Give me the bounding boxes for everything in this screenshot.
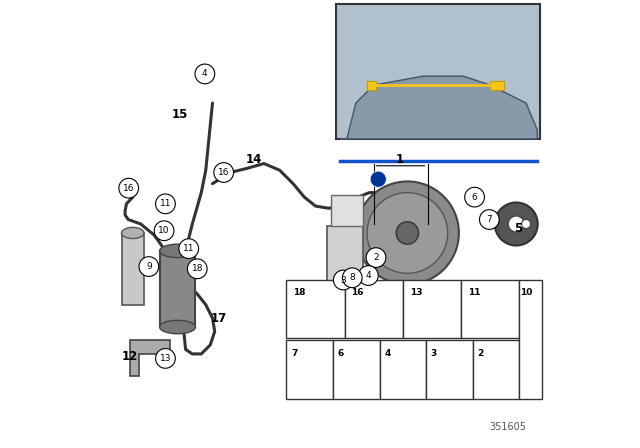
Ellipse shape <box>159 244 195 258</box>
Bar <box>426 340 473 399</box>
Text: 4: 4 <box>202 69 207 78</box>
Circle shape <box>214 163 234 182</box>
Polygon shape <box>490 81 504 90</box>
Ellipse shape <box>122 228 144 238</box>
Circle shape <box>479 210 499 229</box>
Bar <box>332 195 362 226</box>
Bar <box>380 340 426 399</box>
Text: 9: 9 <box>146 262 152 271</box>
Bar <box>461 280 520 338</box>
Text: 16: 16 <box>123 184 134 193</box>
Circle shape <box>188 259 207 279</box>
Text: 2: 2 <box>477 349 483 358</box>
Circle shape <box>508 216 524 232</box>
FancyBboxPatch shape <box>336 4 540 139</box>
Bar <box>333 340 380 399</box>
Polygon shape <box>340 76 538 139</box>
Text: 7: 7 <box>291 349 297 358</box>
Text: 8: 8 <box>349 273 355 282</box>
Circle shape <box>367 193 448 273</box>
Ellipse shape <box>159 320 195 334</box>
Text: 3: 3 <box>340 276 346 284</box>
Circle shape <box>342 268 362 288</box>
Text: 351605: 351605 <box>489 422 526 432</box>
Bar <box>327 226 362 284</box>
Text: 14: 14 <box>246 152 262 166</box>
Circle shape <box>366 248 386 267</box>
Bar <box>403 280 461 338</box>
Text: 7: 7 <box>486 215 492 224</box>
Bar <box>287 340 333 399</box>
Text: 18: 18 <box>293 288 306 297</box>
Text: 15: 15 <box>172 108 188 121</box>
Circle shape <box>522 220 531 228</box>
Circle shape <box>154 221 174 241</box>
Text: 6: 6 <box>472 193 477 202</box>
Bar <box>159 251 195 327</box>
Circle shape <box>139 257 159 276</box>
Text: 13: 13 <box>410 288 422 297</box>
Circle shape <box>156 194 175 214</box>
Text: 3: 3 <box>431 349 437 358</box>
Text: 1: 1 <box>396 152 404 166</box>
Text: 5: 5 <box>514 222 522 235</box>
Text: 6: 6 <box>337 349 344 358</box>
Text: 11: 11 <box>160 199 171 208</box>
Circle shape <box>333 270 353 290</box>
Bar <box>520 280 541 399</box>
Bar <box>344 280 403 338</box>
Circle shape <box>465 187 484 207</box>
Text: 11: 11 <box>183 244 195 253</box>
Bar <box>122 233 144 305</box>
Text: 10: 10 <box>158 226 170 235</box>
Circle shape <box>156 349 175 368</box>
Text: 2: 2 <box>373 253 379 262</box>
Text: 4: 4 <box>365 271 371 280</box>
Text: 10: 10 <box>520 288 532 297</box>
Text: 12: 12 <box>122 349 138 363</box>
Polygon shape <box>367 81 376 90</box>
Circle shape <box>179 239 198 258</box>
Circle shape <box>358 266 378 285</box>
Text: 4: 4 <box>384 349 390 358</box>
Circle shape <box>396 222 419 244</box>
Text: 18: 18 <box>191 264 203 273</box>
Circle shape <box>119 178 139 198</box>
Circle shape <box>370 171 387 187</box>
Bar <box>473 340 520 399</box>
Text: 16: 16 <box>351 288 364 297</box>
Text: 11: 11 <box>468 288 481 297</box>
Circle shape <box>495 202 538 246</box>
Circle shape <box>356 181 459 284</box>
Text: 13: 13 <box>160 354 171 363</box>
Text: 17: 17 <box>211 311 227 325</box>
Text: 16: 16 <box>218 168 229 177</box>
Circle shape <box>195 64 215 84</box>
Bar <box>287 280 344 338</box>
Polygon shape <box>130 340 170 376</box>
